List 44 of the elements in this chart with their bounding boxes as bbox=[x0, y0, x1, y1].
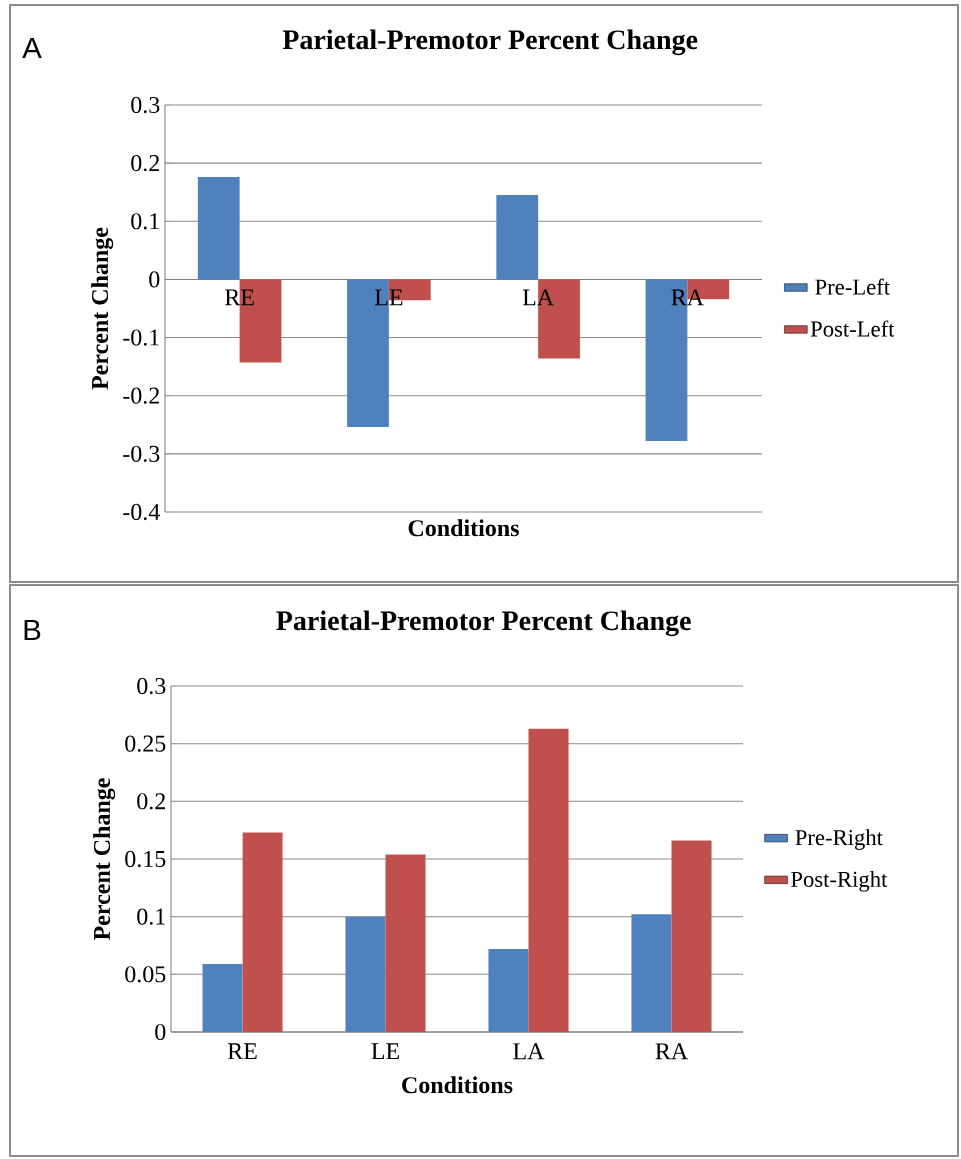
y-tick-label: 0.3 bbox=[131, 96, 160, 114]
bar bbox=[242, 832, 283, 1032]
y-tick-label: 0.2 bbox=[137, 793, 165, 810]
x-tick-label: RE bbox=[224, 289, 254, 306]
text: A bbox=[22, 37, 42, 59]
x-tick-label: LE bbox=[371, 1043, 399, 1060]
chart-title: Parietal-Premotor Percent Change bbox=[276, 610, 691, 637]
y-tick-label: 0.15 bbox=[125, 850, 166, 868]
y-tick-label: 0.05 bbox=[125, 966, 166, 983]
bar bbox=[197, 177, 240, 280]
y-tick-label: -0.1 bbox=[123, 329, 159, 346]
y-tick-label: -0.3 bbox=[123, 445, 160, 462]
y-tick-label: -0.4 bbox=[123, 503, 160, 521]
x-tick-label: LE bbox=[374, 289, 403, 306]
bar bbox=[202, 963, 243, 1032]
bar bbox=[385, 854, 426, 1032]
legend-label: Pre-Left bbox=[815, 278, 890, 295]
x-tick-label: RA bbox=[671, 289, 704, 306]
x-tick-label: LA bbox=[513, 1043, 545, 1060]
y-axis-title: Percent Change bbox=[91, 227, 114, 390]
x-axis-title: Conditions bbox=[408, 519, 519, 537]
y-tick-label: 0.1 bbox=[131, 213, 159, 230]
legend-label: Post-Left bbox=[810, 320, 895, 337]
bar bbox=[496, 195, 539, 280]
legend-label: Post-Right bbox=[791, 871, 888, 892]
y-tick-label: 0.2 bbox=[131, 154, 159, 172]
y-tick-label: 0.3 bbox=[137, 677, 166, 695]
bar bbox=[345, 916, 386, 1032]
bar bbox=[488, 948, 529, 1032]
bar bbox=[671, 840, 712, 1032]
y-tick-label: 0 bbox=[149, 271, 160, 288]
chart-title: Parietal-Premotor Percent Change bbox=[282, 29, 698, 56]
text: B bbox=[24, 619, 41, 641]
x-axis-title: Conditions bbox=[402, 1076, 513, 1094]
y-tick-label: 0.25 bbox=[125, 735, 166, 752]
legend-label: Pre-Right bbox=[795, 829, 883, 850]
bar bbox=[631, 914, 672, 1032]
x-tick-label: RE bbox=[227, 1043, 257, 1060]
y-tick-label: 0.1 bbox=[137, 908, 165, 925]
y-tick-label: -0.2 bbox=[123, 387, 159, 404]
y-axis-title: Percent Change bbox=[93, 778, 116, 941]
x-tick-label: RA bbox=[655, 1043, 689, 1060]
y-tick-label: 0 bbox=[155, 1023, 166, 1041]
bar bbox=[528, 728, 569, 1032]
